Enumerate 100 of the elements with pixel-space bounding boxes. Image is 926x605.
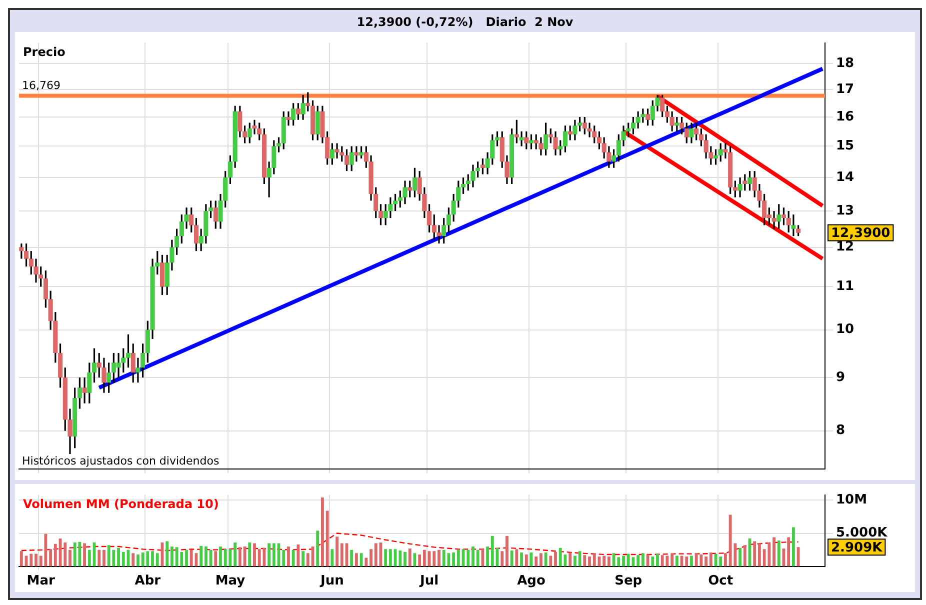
candlestick [631,116,636,136]
bar [758,543,761,566]
candlestick [106,362,112,394]
bar [796,547,800,566]
candlestick [126,334,130,368]
bar [792,527,795,566]
text: 12,3900 [831,226,890,242]
candlestick [19,242,24,260]
candlestick [582,116,587,136]
bar [354,553,358,566]
candlestick [674,116,680,132]
candlestick [689,122,694,144]
candlestick [238,105,242,138]
bar [204,546,208,566]
candlestick [296,102,300,121]
bar [350,550,354,566]
candlestick [315,105,320,142]
candlestick [592,124,597,144]
y-axis-title: Precio [23,44,66,59]
bar [656,554,659,566]
y-tick-label: 10 [836,322,854,338]
bar [404,552,406,566]
bar [190,550,193,566]
y-tick-label: 11 [836,279,854,294]
bar [408,548,412,566]
candlestick [140,342,145,378]
chart-title: 12,3900 (-0,72%) Diario 2 Nov [356,14,574,31]
bar [185,550,188,566]
bar [520,552,523,566]
candlestick [660,94,665,118]
bar [578,551,582,566]
candlestick [684,122,689,144]
bar [743,545,746,566]
candlestick [480,158,485,176]
text: Volumen MM (Ponderada 10) [23,496,219,511]
bar [709,552,712,566]
candlestick [796,224,800,237]
candlestick [442,217,446,244]
bar [670,554,674,566]
bar [524,554,528,566]
bar [418,554,422,566]
bar [777,540,780,566]
bar [534,556,538,566]
x-tick-label: Mar [26,574,56,589]
bar [622,556,625,566]
ref-line-label: 16,769 [22,79,60,92]
bar [326,510,329,566]
candlestick [92,347,96,384]
candlestick [665,105,670,124]
bar [302,551,304,566]
y-tick-label: 14 [836,170,854,185]
bar [88,550,91,566]
x-tick-label: Oct [708,574,734,589]
bar [481,549,484,566]
bar [64,542,67,566]
y-tick-label: 15 [836,138,854,154]
candlestick [568,124,572,142]
candlestick [257,122,262,142]
bar [438,550,440,566]
bar [544,552,548,566]
candlestick [544,122,548,156]
y-tick-label: 13 [836,203,854,218]
bar [772,537,776,566]
bar [456,550,460,566]
bar [117,548,120,566]
candlestick [446,206,451,234]
candlestick [738,176,742,198]
candlestick [24,242,28,268]
candlestick [300,94,306,121]
candlestick [242,124,247,144]
candlestick [194,217,198,252]
candlestick [189,206,194,234]
candlestick [495,130,500,148]
candlestick [174,228,179,256]
bar [388,549,392,566]
bar [364,558,368,566]
bar [607,556,610,566]
bar [602,556,606,566]
y-tick-label: 16 [836,109,854,124]
bar [724,553,727,566]
bar [738,548,742,566]
bar [330,549,334,566]
bar [287,546,290,566]
candlestick [748,170,752,192]
bar [296,544,300,566]
bar [432,551,436,566]
candlestick [776,203,782,230]
bar [568,552,572,566]
bar [136,554,140,566]
y-tick-label: 5.000K [836,526,888,541]
bar [592,553,596,566]
bar [573,556,576,566]
bar [515,549,518,566]
bar [151,551,154,566]
bar [49,549,52,566]
bar [238,547,242,566]
candlestick [247,122,252,144]
candlestick [461,176,466,195]
candlestick [694,122,699,142]
candlestick [330,142,334,166]
